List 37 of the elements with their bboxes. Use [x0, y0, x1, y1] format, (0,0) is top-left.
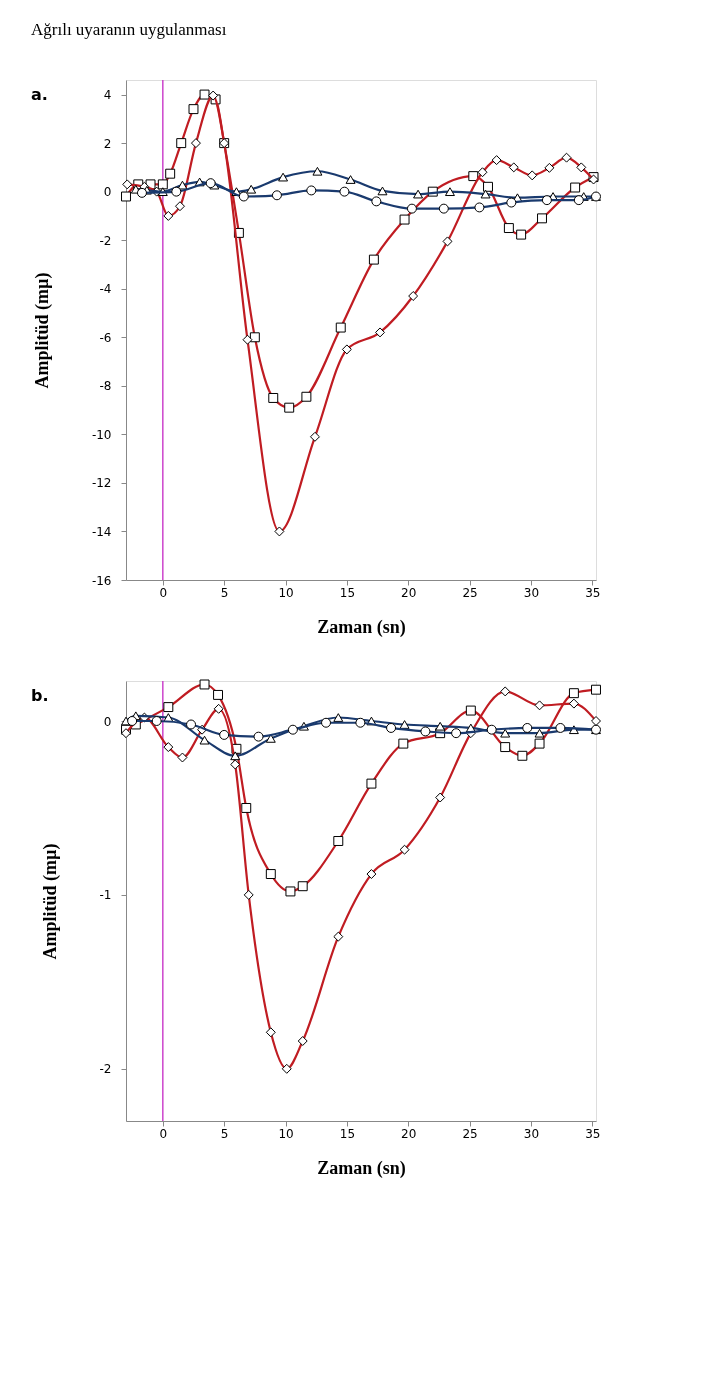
text: b. [31, 686, 49, 705]
y-tick-label: -4 [99, 282, 112, 297]
chart-title: Ağrılı uyaranın uygulanması [31, 20, 227, 40]
x-tick-label: 25 [462, 1126, 478, 1141]
x-tick-label: 5 [220, 585, 229, 600]
y-tick-label: -16 [91, 573, 112, 588]
y-axis-title: Amplitüd (mµ) [39, 843, 61, 960]
y-tick-label: -2 [99, 1062, 112, 1077]
x-axis-title: Zaman (sn) [317, 1157, 406, 1179]
x-tick-label: 5 [220, 1126, 229, 1141]
y-tick-label: -12 [91, 476, 112, 491]
x-tick-label: 20 [401, 1126, 417, 1141]
x-tick-label: 10 [278, 585, 294, 600]
y-tick-label: 0 [103, 714, 112, 729]
x-tick-label: 0 [159, 1126, 168, 1141]
x-tick-label: 15 [339, 585, 356, 600]
y-tick-label: 4 [103, 88, 112, 103]
x-tick-label: 20 [401, 585, 417, 600]
y-axis-title: Amplitüd (mµ) [31, 272, 53, 389]
x-tick-label: 15 [339, 1126, 356, 1141]
text: a. [31, 85, 48, 104]
x-tick-label: 30 [523, 585, 540, 600]
x-tick-label: 10 [278, 1126, 294, 1141]
y-tick-label: -1 [99, 888, 112, 903]
y-tick-label: -6 [99, 330, 112, 345]
y-tick-label: 2 [103, 136, 112, 151]
x-tick-label: 0 [159, 585, 168, 600]
y-tick-label: -2 [99, 233, 112, 248]
x-tick-label: 25 [462, 585, 478, 600]
x-tick-label: 30 [523, 1126, 540, 1141]
y-tick-label: -14 [91, 524, 112, 539]
x-axis-title: Zaman (sn) [317, 616, 406, 638]
x-tick-label: 35 [585, 585, 601, 600]
y-tick-label: 0 [103, 185, 112, 200]
x-tick-label: 35 [585, 1126, 601, 1141]
y-tick-label: -8 [99, 379, 112, 394]
y-tick-label: -10 [91, 427, 112, 442]
